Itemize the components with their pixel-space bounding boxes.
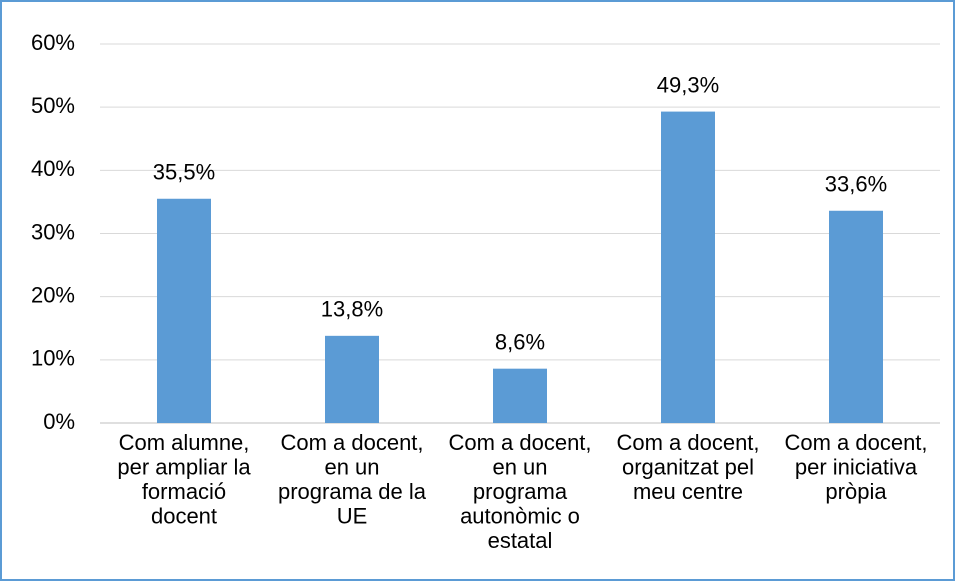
- bar: [493, 368, 547, 423]
- value-label: 49,3%: [657, 72, 719, 97]
- y-tick-label: 10%: [31, 346, 75, 371]
- y-tick-label: 20%: [31, 282, 75, 307]
- value-label: 13,8%: [321, 297, 383, 322]
- value-label: 8,6%: [495, 329, 545, 354]
- value-label: 35,5%: [153, 160, 215, 185]
- value-label: 33,6%: [825, 172, 887, 197]
- bar: [157, 198, 211, 423]
- x-tick-label: Com a docent, per iniciativa pròpia: [784, 430, 927, 504]
- y-tick-label: 40%: [31, 156, 75, 181]
- y-tick-label: 30%: [31, 219, 75, 244]
- bar: [661, 111, 715, 424]
- y-tick-label: 0%: [43, 409, 75, 434]
- y-tick-label: 50%: [31, 93, 75, 118]
- x-tick-label: Com a docent, organitzat pel meu centre: [616, 430, 759, 504]
- bar: [829, 210, 883, 423]
- x-tick-label: Com a docent, en un programa de la UE: [278, 430, 427, 529]
- x-tick-label: Com alumne, per ampliar la formació docent: [117, 430, 251, 529]
- y-tick-label: 60%: [31, 30, 75, 55]
- bar: [325, 335, 379, 423]
- x-tick-label: Com a docent, en un programa autonòmic o est…: [448, 430, 591, 553]
